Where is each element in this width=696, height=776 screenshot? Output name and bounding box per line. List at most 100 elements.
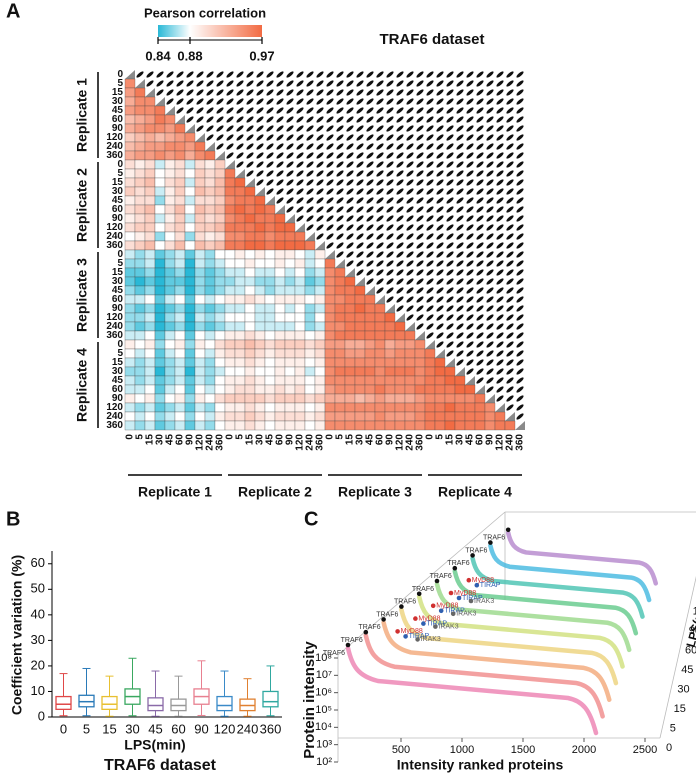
heatmap-cell [264,411,276,422]
heatmap-cell [284,366,296,377]
heatmap-cell [344,357,356,368]
scatter-thumbnail [436,89,444,96]
scatter-thumbnail [426,251,434,258]
scatter-thumbnail [516,251,524,258]
heatmap-cell [324,384,336,395]
heatmap-cell [194,240,206,251]
scatter-thumbnail [356,98,364,105]
scatter-thumbnail [496,314,504,321]
heatmap-cell [214,303,226,314]
scatter-thumbnail [266,71,274,78]
scatter-thumbnail [186,116,194,123]
scatter-thumbnail [326,152,334,159]
heatmap-cell [204,204,216,215]
x-tick-label: 2500 [633,744,657,756]
scatter-thumbnail [296,134,304,141]
heatmap-cell [284,384,296,395]
heatmap-cell [204,393,216,404]
scatter-thumbnail [506,269,514,276]
scatter-thumbnail [496,134,504,141]
heatmap-cell [144,366,156,377]
scatter-thumbnail [486,197,494,204]
heatmap-cell [234,195,246,206]
scatter-thumbnail [226,89,234,96]
diagonal [465,376,475,385]
scatter-thumbnail [466,314,474,321]
scatter-thumbnail [286,206,294,213]
scatter-thumbnail [396,170,404,177]
scatter-thumbnail [446,170,454,177]
scatter-thumbnail [476,305,484,312]
heatmap-cell [294,348,306,359]
heatmap-cell [144,339,156,350]
diagonal [335,259,345,268]
heatmap-cell [144,330,156,341]
heatmap-cell [334,312,346,323]
heatmap-cell [274,285,286,296]
heatmap-cell [124,186,136,197]
scatter-thumbnail [506,404,514,411]
heatmap-cell [244,366,256,377]
scatter-thumbnail [486,89,494,96]
heatmap-cell [194,159,206,170]
heatmap-cell [264,312,276,323]
scatter-thumbnail [396,188,404,195]
heatmap-cell [144,348,156,359]
scatter-thumbnail [206,116,214,123]
scatter-thumbnail [516,314,524,321]
heatmap-cell [324,411,336,422]
scatter-thumbnail [276,107,284,114]
intensity-curve [488,543,652,603]
scatter-thumbnail [496,278,504,285]
scatter-thumbnail [166,80,174,87]
heatmap-cell [284,330,296,341]
colorbar-tick-label: 0.97 [249,48,274,63]
heatmap-cell [124,393,136,404]
diagonal [225,160,235,169]
protein-dot [448,590,454,596]
heatmap-cell [124,213,136,224]
scatter-thumbnail [436,107,444,114]
x-tick-label: 45 [148,721,162,736]
heatmap-cell [224,375,236,386]
heatmap-cell [254,357,266,368]
heatmap-cell [314,384,326,395]
heatmap-cell [294,393,306,404]
scatter-thumbnail [436,260,444,267]
heatmap-cell [304,411,316,422]
scatter-thumbnail [446,89,454,96]
scatter-thumbnail [366,170,374,177]
scatter-thumbnail [276,80,284,87]
scatter-thumbnail [496,305,504,312]
heatmap-cell [304,240,316,251]
col-label: 60 [175,434,186,446]
scatter-thumbnail [386,143,394,150]
heatmap-cell [184,420,196,431]
heatmap-cell [234,330,246,341]
heatmap-cell [214,393,226,404]
scatter-thumbnail [206,107,214,114]
y-tick-label: 10⁶ [315,687,332,699]
heatmap-cell [264,249,276,260]
row-label: 120 [106,402,123,413]
heatmap-cell [374,312,386,323]
heatmap-cell [354,303,366,314]
scatter-thumbnail [446,197,454,204]
heatmap-cell [254,294,266,305]
heatmap-cell [244,348,256,359]
scatter-thumbnail [386,98,394,105]
heatmap-cell [144,276,156,287]
heatmap-cell [214,366,226,377]
scatter-thumbnail [506,296,514,303]
heatmap-cell [254,222,266,233]
scatter-thumbnail [466,134,474,141]
heatmap-cell [224,303,236,314]
scatter-thumbnail [416,188,424,195]
heatmap-cell [134,132,146,143]
scatter-thumbnail [496,107,504,114]
scatter-thumbnail [296,89,304,96]
heatmap-cell [124,114,136,125]
heatmap-cell [144,303,156,314]
scatter-thumbnail [336,89,344,96]
heatmap-cell [184,402,196,413]
